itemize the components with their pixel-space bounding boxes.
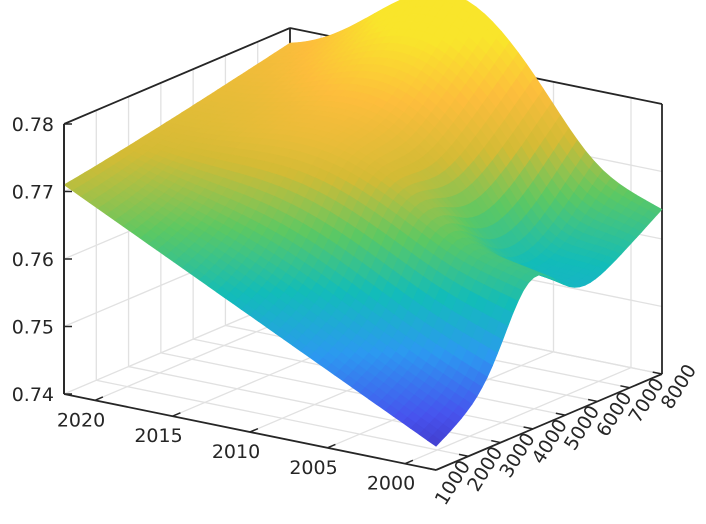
x-tick-label-2015: 2015 — [134, 425, 182, 447]
tick-labels: 2000200520102015202010002000300040005000… — [12, 114, 701, 509]
y-tick-3000 — [491, 439, 501, 444]
y-tick-7000 — [620, 385, 630, 389]
x-tick-label-2020: 2020 — [57, 409, 105, 431]
x-tick-label-2000: 2000 — [367, 473, 415, 495]
z-tick-label-0.75: 0.75 — [12, 317, 54, 339]
y-tick-2000 — [458, 453, 469, 458]
tick-marks — [64, 123, 663, 471]
x-tick-2000 — [404, 459, 414, 465]
y-tick-1000 — [426, 467, 437, 471]
surface — [63, 0, 663, 447]
z-tick-label-0.76: 0.76 — [12, 249, 54, 271]
y-tick-4000 — [523, 426, 534, 430]
floor-grid-x-2000 — [404, 367, 632, 465]
x-tick-label-2010: 2010 — [212, 441, 260, 463]
y-axis-line — [435, 373, 663, 471]
z-tick-label-0.74: 0.74 — [12, 384, 54, 406]
surface-patch — [427, 434, 442, 447]
x-tick-2005 — [327, 443, 336, 449]
z-tick-label-0.77: 0.77 — [12, 182, 54, 204]
floor-grid-y-4000 — [160, 352, 533, 430]
x-tick-2010 — [249, 427, 259, 433]
top-left-edge — [63, 27, 291, 125]
x-tick-label-2005: 2005 — [289, 457, 337, 479]
floor-grid-y-2000 — [96, 379, 469, 457]
x-tick-2020 — [94, 396, 104, 402]
y-tick-8000 — [652, 371, 663, 375]
y-tick-5000 — [555, 412, 566, 416]
z-tick-label-0.78: 0.78 — [12, 114, 54, 136]
y-tick-6000 — [587, 398, 598, 403]
x-tick-2015 — [172, 412, 181, 417]
